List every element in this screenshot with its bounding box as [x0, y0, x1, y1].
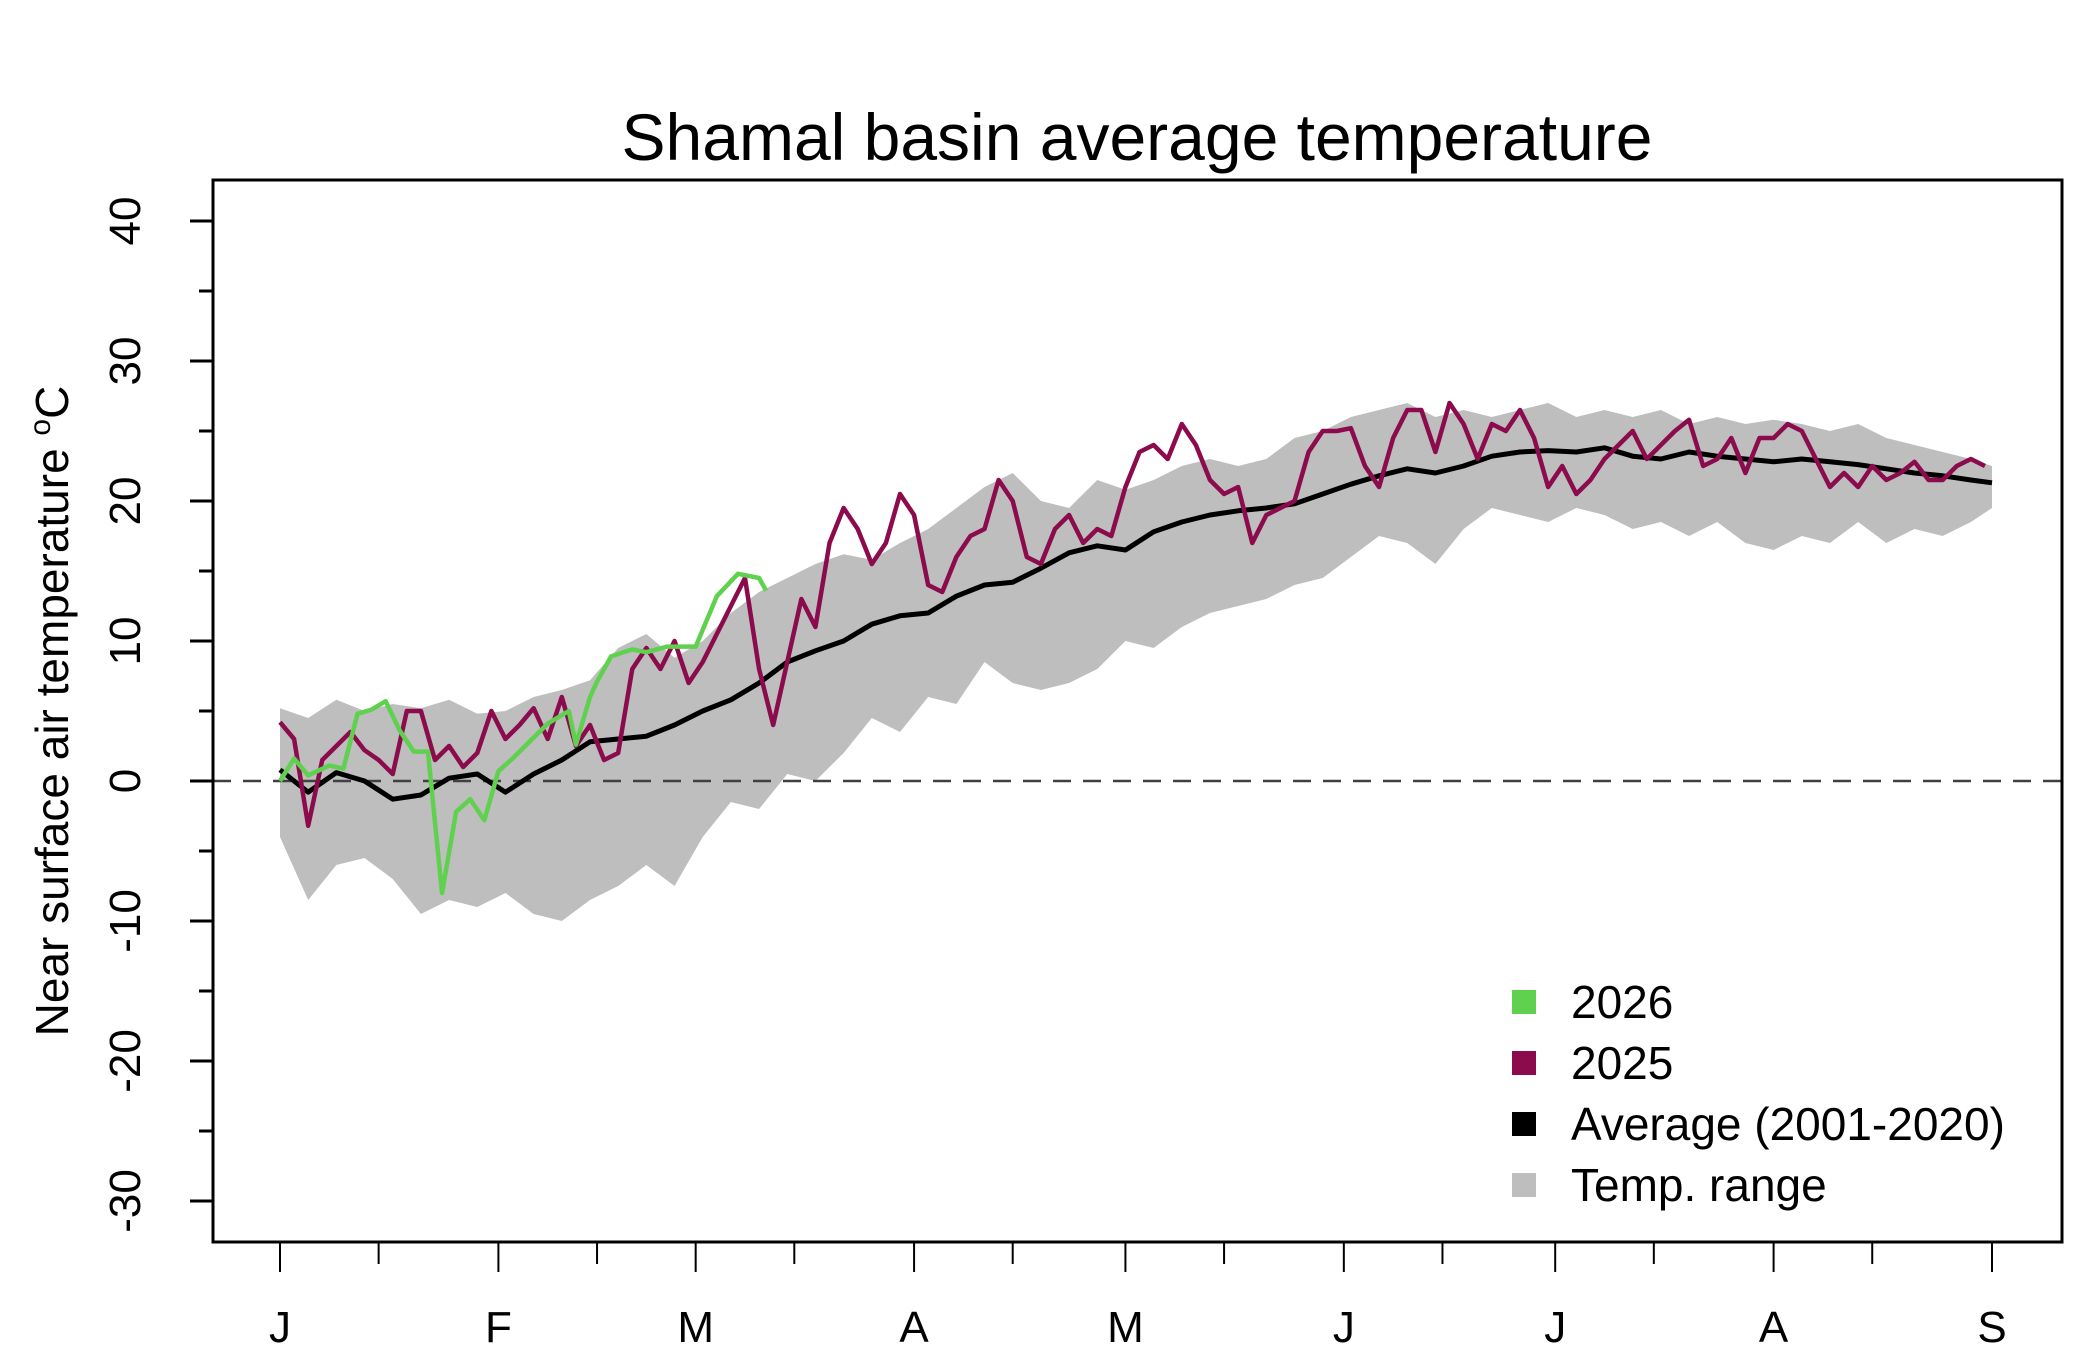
series-average-2001-2020-line: [278, 445, 1993, 802]
series-2025-line: [278, 400, 1986, 829]
y-tick-label: 40: [101, 197, 150, 246]
legend-label-1: 2026: [1571, 976, 1673, 1028]
y-tick-label: 10: [101, 617, 150, 666]
y-axis-unit-c: C: [26, 386, 78, 419]
y-tick-label: -10: [101, 889, 150, 953]
legend-label-4: Temp. range: [1571, 1159, 1827, 1211]
series-2026-line: [278, 571, 769, 896]
legend-swatch-3: [1512, 1112, 1536, 1136]
x-tick-label: J: [1544, 1303, 1566, 1350]
y-tick-label: 30: [101, 337, 150, 386]
temp-range-band: [280, 403, 1992, 921]
legend-swatch-1: [1512, 990, 1536, 1014]
y-tick-label: 0: [101, 769, 150, 793]
x-tick-label: J: [269, 1303, 291, 1350]
x-tick-label: S: [1977, 1303, 2006, 1350]
legend-label-2: 2025: [1571, 1037, 1673, 1089]
y-tick-label: 20: [101, 477, 150, 526]
y-axis-title-text: Near surface air temperature: [26, 448, 78, 1036]
x-tick-label: F: [485, 1303, 512, 1350]
x-tick-label: J: [1333, 1303, 1355, 1350]
y-tick-label: -20: [101, 1029, 150, 1093]
y-tick-label: -30: [101, 1169, 150, 1233]
chart-title: Shamal basin average temperature: [622, 100, 1653, 174]
y-axis: -30 -20 -10 0 10 20 30 40: [101, 197, 213, 1233]
x-tick-label: M: [677, 1303, 714, 1350]
legend-label-3: Average (2001-2020): [1571, 1098, 2005, 1150]
legend-swatch-4: [1512, 1173, 1536, 1197]
legend: 2026 2025 Average (2001-2020) Temp. range: [1512, 976, 2005, 1211]
x-tick-label: A: [899, 1303, 929, 1350]
y-axis-title: Near surface air temperature oC: [24, 386, 78, 1037]
plot-area: [213, 400, 2062, 921]
x-tick-label: M: [1107, 1303, 1144, 1350]
y-axis-unit-degree: o: [24, 419, 57, 436]
legend-swatch-2: [1512, 1051, 1536, 1075]
x-tick-label: A: [1759, 1303, 1789, 1350]
